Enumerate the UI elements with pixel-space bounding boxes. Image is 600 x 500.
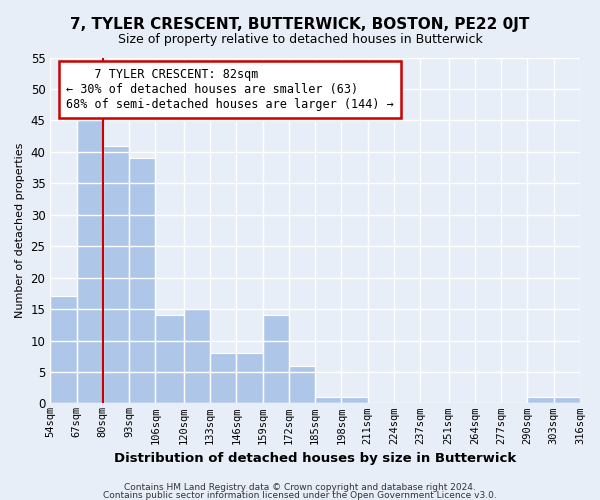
Bar <box>554 397 580 404</box>
Bar <box>289 366 315 404</box>
X-axis label: Distribution of detached houses by size in Butterwick: Distribution of detached houses by size … <box>114 452 516 465</box>
Bar <box>527 397 554 404</box>
Bar <box>184 309 210 404</box>
Bar <box>50 296 77 404</box>
Text: Contains public sector information licensed under the Open Government Licence v3: Contains public sector information licen… <box>103 490 497 500</box>
Bar <box>210 353 236 404</box>
Bar <box>236 353 263 404</box>
Text: Contains HM Land Registry data © Crown copyright and database right 2024.: Contains HM Land Registry data © Crown c… <box>124 483 476 492</box>
Bar <box>129 158 155 404</box>
Y-axis label: Number of detached properties: Number of detached properties <box>15 143 25 318</box>
Text: Size of property relative to detached houses in Butterwick: Size of property relative to detached ho… <box>118 32 482 46</box>
Bar <box>103 146 129 404</box>
Text: 7, TYLER CRESCENT, BUTTERWICK, BOSTON, PE22 0JT: 7, TYLER CRESCENT, BUTTERWICK, BOSTON, P… <box>70 18 530 32</box>
Bar <box>77 120 103 404</box>
Bar <box>263 316 289 404</box>
Bar <box>155 316 184 404</box>
Bar <box>341 397 368 404</box>
Text: 7 TYLER CRESCENT: 82sqm
← 30% of detached houses are smaller (63)
68% of semi-de: 7 TYLER CRESCENT: 82sqm ← 30% of detache… <box>66 68 394 111</box>
Bar <box>315 397 341 404</box>
